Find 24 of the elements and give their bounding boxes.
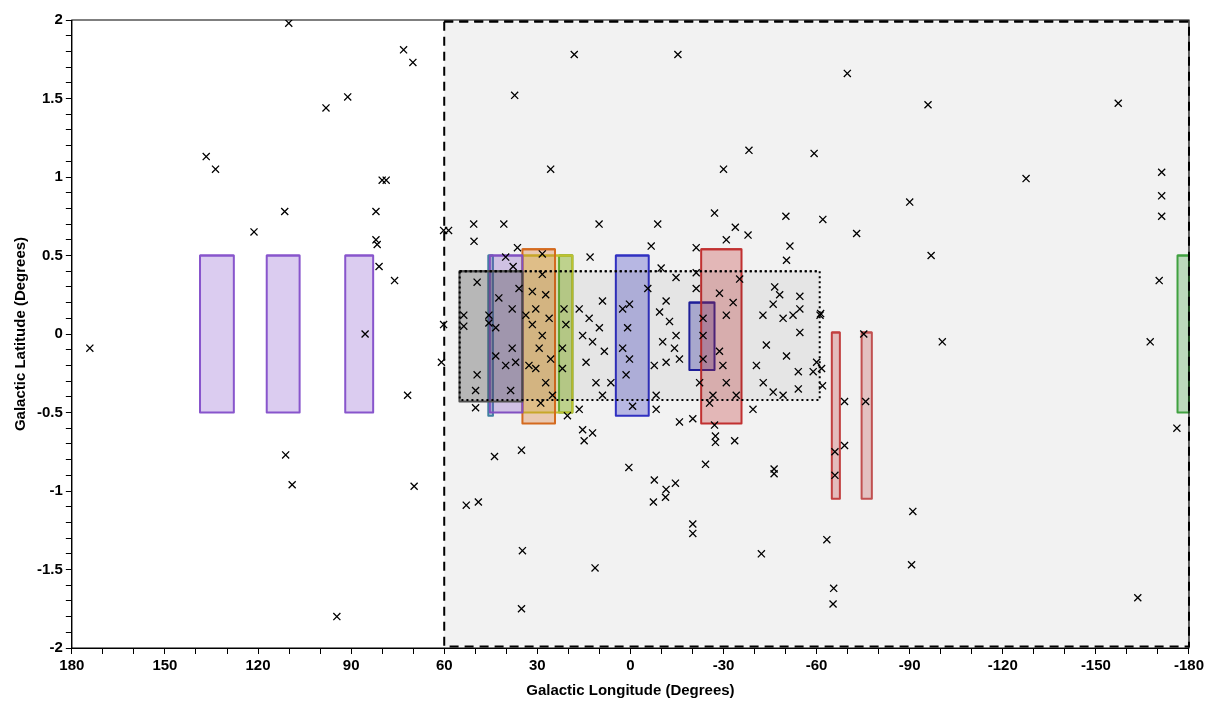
x-tick-label: -150 (1080, 656, 1111, 674)
x-tick-label: 0 (626, 656, 635, 674)
y-tick-label: 1 (54, 167, 63, 185)
x-tick-label: 180 (59, 656, 85, 674)
x-tick-label: -120 (987, 656, 1018, 674)
y-tick-label: 0.5 (41, 245, 63, 263)
x-tick-label: -180 (1173, 656, 1204, 674)
y-tick-label: 2 (54, 10, 63, 28)
y-tick-label: -1.5 (36, 559, 63, 577)
y-tick-label: 1.5 (41, 88, 63, 106)
x-tick-label: -30 (712, 656, 735, 674)
x-tick-label: -90 (898, 656, 921, 674)
x-axis-title: Galactic Longitude (Degrees) (526, 681, 735, 699)
x-tick-label: 120 (245, 656, 271, 674)
y-tick-label: -1 (49, 481, 63, 499)
x-tick-label: 90 (342, 656, 360, 674)
x-tick-label: 60 (435, 656, 453, 674)
y-tick-label: 0 (54, 324, 63, 342)
x-tick-label: 150 (152, 656, 178, 674)
y-tick-label: -2 (49, 638, 63, 656)
y-axis-title: Galactic Latitude (Degrees) (11, 236, 29, 432)
y-tick-label: -0.5 (36, 402, 63, 420)
x-tick-label: -60 (805, 656, 828, 674)
x-tick-label: 30 (528, 656, 546, 674)
